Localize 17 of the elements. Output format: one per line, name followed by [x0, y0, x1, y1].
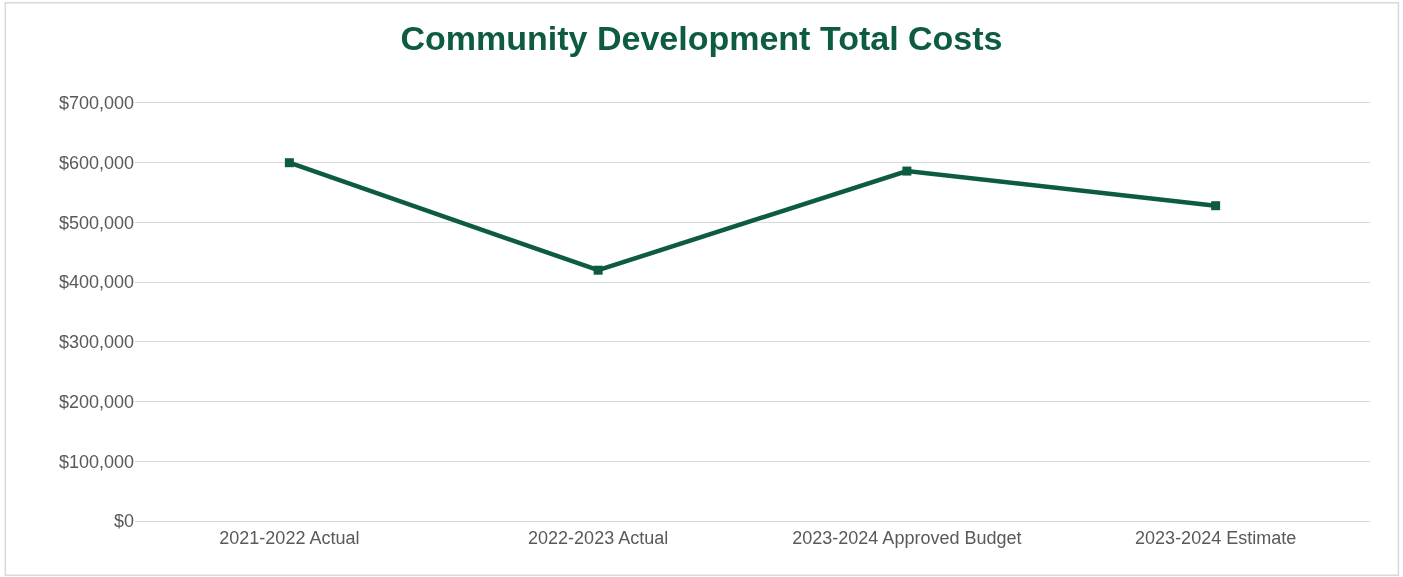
y-tick-label: $400,000 [58, 272, 134, 293]
point [284, 158, 294, 168]
x-tick-label: 2023-2024 Approved Budget [792, 527, 1022, 548]
y-tick-label: $600,000 [58, 153, 134, 174]
y-tick-label: $700,000 [58, 93, 134, 114]
y-tick-label: $300,000 [58, 332, 134, 353]
x-tick-label: 2021-2022 Actual [219, 527, 360, 548]
y-tick-label: $0 [113, 511, 134, 532]
point [902, 166, 912, 176]
chart-title: Community Development Total Costs [400, 18, 1003, 57]
x-tick-label: 2023-2024 Estimate [1135, 527, 1297, 548]
point [593, 265, 603, 275]
x-tick-label: 2022-2023 Actual [528, 527, 669, 548]
point [1211, 201, 1221, 211]
y-tick-label: $100,000 [58, 451, 134, 472]
y-tick-label: $200,000 [58, 391, 134, 412]
y-tick-label: $500,000 [58, 212, 134, 233]
